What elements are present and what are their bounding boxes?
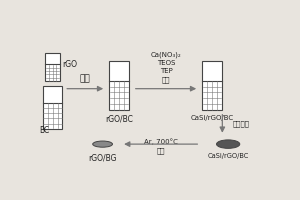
Text: 冷冻干燥: 冷冻干燥 (233, 120, 250, 127)
Text: BC: BC (39, 126, 50, 135)
Text: rGO/BG: rGO/BG (88, 153, 117, 162)
Bar (43, 86, 62, 129)
Text: rGO/BC: rGO/BC (105, 115, 133, 124)
Text: rGO: rGO (62, 60, 77, 69)
Bar (45, 53, 60, 81)
Text: CaSi/rGO/BC: CaSi/rGO/BC (190, 115, 233, 121)
Bar (109, 61, 129, 110)
Text: CaSi/rGO/BC: CaSi/rGO/BC (208, 153, 249, 159)
Text: Ca(NO₃)₂
TEOS
TEP
超声: Ca(NO₃)₂ TEOS TEP 超声 (151, 52, 182, 83)
Ellipse shape (93, 141, 112, 147)
Text: 分散: 分散 (80, 74, 91, 83)
Text: Ar, 700°C
煅烧: Ar, 700°C 煅烧 (144, 139, 178, 154)
Ellipse shape (217, 140, 240, 148)
Bar (202, 61, 222, 110)
